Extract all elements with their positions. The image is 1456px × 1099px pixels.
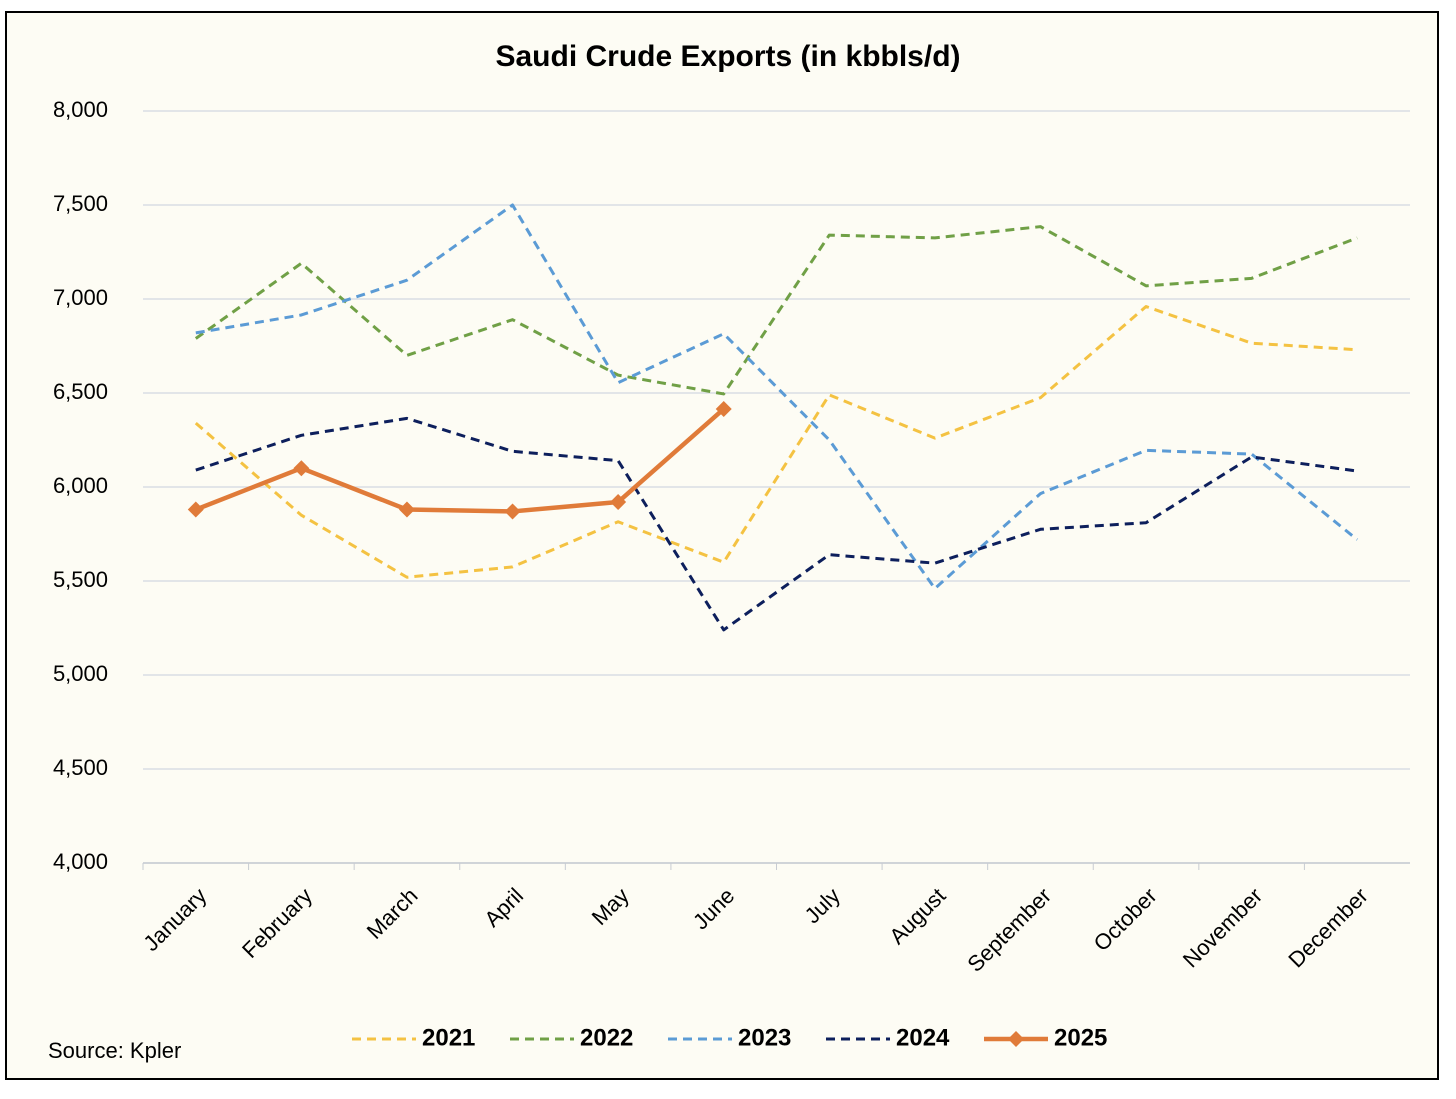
- y-tick-label: 4,500: [53, 755, 108, 780]
- legend-label: 2025: [1054, 1024, 1107, 1051]
- chart-title: Saudi Crude Exports (in kbbls/d): [495, 40, 960, 73]
- chart-frame: [5, 11, 1439, 1080]
- y-tick-label: 6,000: [53, 473, 108, 498]
- y-tick-label: 7,000: [53, 285, 108, 310]
- y-tick-label: 6,500: [53, 379, 108, 404]
- point-marker: [504, 503, 521, 520]
- legend-label: 2023: [738, 1024, 791, 1051]
- series-line: [194, 305, 1358, 579]
- source-note: Source: Kpler: [48, 1038, 181, 1063]
- legend-label: 2021: [422, 1024, 475, 1051]
- series-line: [194, 407, 726, 514]
- series-line: [195, 416, 1358, 632]
- point-marker: [398, 501, 415, 518]
- y-tick-label: 5,000: [53, 661, 108, 686]
- legend-label: 2022: [580, 1024, 633, 1051]
- y-tick-label: 8,000: [53, 97, 108, 122]
- series-line: [195, 203, 1359, 591]
- y-tick-label: 7,500: [53, 191, 108, 216]
- series-line: [194, 225, 1358, 396]
- y-tick-label: 4,000: [53, 849, 108, 874]
- point-marker: [293, 460, 310, 477]
- y-tick-label: 5,500: [53, 567, 108, 592]
- legend-marker: [1008, 1031, 1024, 1047]
- point-marker: [187, 501, 204, 518]
- point-marker: [610, 494, 627, 511]
- point-marker: [715, 400, 732, 417]
- legend-label: 2024: [896, 1024, 950, 1051]
